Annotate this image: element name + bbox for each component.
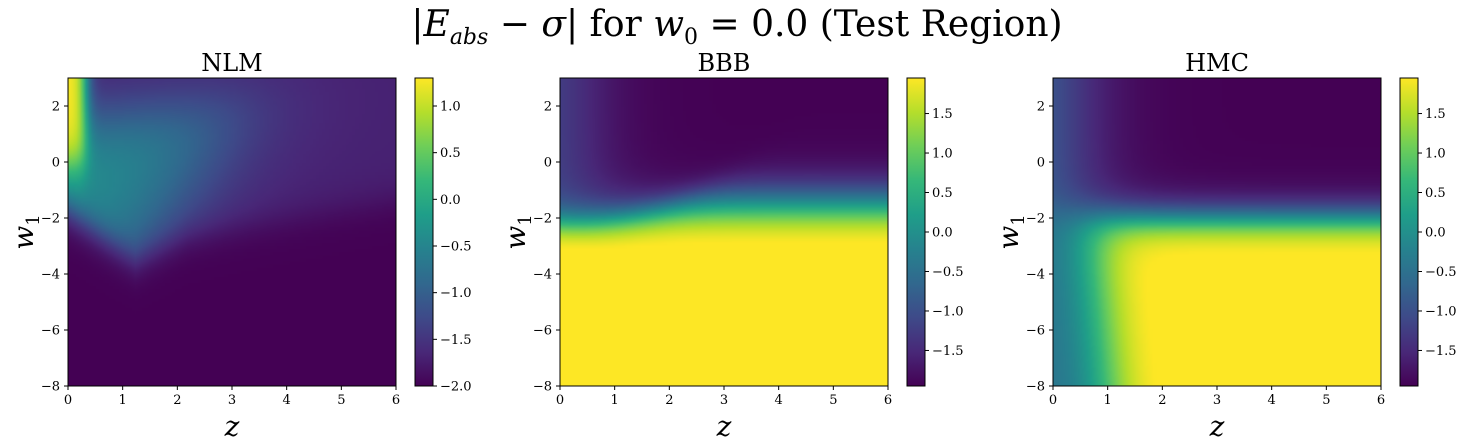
title-abs-open: |: [411, 4, 424, 45]
colorbar: [414, 77, 434, 387]
y-axis-label-sub: 1: [515, 214, 536, 225]
title-sigma: σ: [541, 4, 566, 45]
y-tick-label: −2: [1026, 212, 1045, 227]
heatmap-image: [1053, 78, 1381, 386]
y-axis-label-sub: 1: [1008, 214, 1029, 225]
y-tick-label: −8: [533, 380, 552, 395]
x-tick-label: 3: [228, 393, 236, 408]
x-tick-label: 4: [775, 393, 783, 408]
x-tick-label: 4: [1268, 393, 1276, 408]
x-tick-label: 6: [884, 393, 892, 408]
colorbar-tick-label: 1.0: [932, 147, 953, 162]
y-axis-label: w1: [7, 214, 44, 249]
title-eq: = 0.0 (Test Region): [698, 4, 1063, 45]
colorbar-tick-label: −2.0: [440, 380, 472, 395]
y-tick-label: −4: [533, 268, 552, 283]
title-abs-close: |: [565, 4, 579, 45]
y-tick-label: 2: [544, 100, 552, 115]
y-tick-label: −8: [41, 380, 60, 395]
figure-title: |Eabs − σ| for w0 = 0.0 (Test Region): [0, 2, 1464, 61]
y-axis-label-main: w: [499, 226, 532, 250]
heatmap-image: [68, 78, 396, 386]
colorbar-tick-label: −1.5: [440, 333, 472, 348]
title-e: E: [423, 4, 450, 45]
colorbar-tick-label: 1.0: [440, 100, 461, 115]
colorbar-tick-label: 0.0: [1425, 226, 1446, 241]
panel-title: HMC: [1185, 49, 1249, 77]
y-tick-label: 0: [1037, 156, 1045, 171]
x-tick-label: 4: [283, 393, 291, 408]
y-axis-label-main: w: [992, 226, 1025, 250]
x-tick-label: 1: [119, 393, 127, 408]
colorbar-tick-label: −1.5: [1425, 344, 1457, 359]
x-tick-label: 1: [611, 393, 619, 408]
colorbar-tick-label: 0.0: [932, 226, 953, 241]
colorbar-tick-label: 1.0: [1425, 147, 1446, 162]
y-axis-label-main: w: [7, 226, 40, 250]
x-axis-label: z: [224, 410, 240, 443]
colorbar-tick-label: 0.5: [1425, 186, 1446, 201]
title-minus: −: [488, 4, 542, 45]
x-tick-label: 5: [829, 393, 837, 408]
colorbar-tick-label: −0.5: [440, 240, 472, 255]
x-tick-label: 2: [665, 393, 673, 408]
x-tick-label: 5: [1322, 393, 1330, 408]
colorbar-tick-label: 0.5: [932, 186, 953, 201]
y-tick-label: −2: [41, 212, 60, 227]
y-tick-label: 0: [52, 156, 60, 171]
y-axis-label-sub: 1: [23, 214, 44, 225]
x-tick-label: 2: [1158, 393, 1166, 408]
title-for: for: [578, 4, 654, 45]
x-axis-label: z: [1209, 410, 1225, 443]
heatmap-image: [560, 78, 888, 386]
title-e-sub: abs: [449, 25, 489, 51]
panel-title: BBB: [698, 49, 751, 77]
y-axis-label: w1: [992, 214, 1029, 249]
x-axis-label: z: [716, 410, 732, 443]
y-tick-label: −8: [1026, 380, 1045, 395]
x-tick-label: 5: [337, 393, 345, 408]
panel-title: NLM: [201, 49, 263, 77]
x-tick-label: 0: [64, 393, 72, 408]
y-tick-label: 2: [1037, 100, 1045, 115]
colorbar-tick-label: −0.5: [932, 265, 964, 280]
y-tick-label: −4: [41, 268, 60, 283]
colorbar-tick-label: −1.0: [1425, 304, 1457, 319]
colorbar-tick-label: 0.0: [440, 193, 461, 208]
x-tick-label: 1: [1104, 393, 1112, 408]
x-tick-label: 6: [1377, 393, 1385, 408]
y-tick-label: 2: [52, 100, 60, 115]
y-tick-label: 0: [544, 156, 552, 171]
y-tick-label: −2: [533, 212, 552, 227]
colorbar-tick-label: 1.5: [932, 107, 953, 122]
x-tick-label: 3: [1213, 393, 1221, 408]
colorbar-tick-label: −1.0: [932, 304, 964, 319]
colorbar: [1399, 77, 1419, 387]
colorbar-tick-label: −1.5: [932, 344, 964, 359]
x-tick-label: 3: [720, 393, 728, 408]
y-tick-label: −4: [1026, 268, 1045, 283]
title-w-sub: 0: [684, 25, 699, 51]
colorbar-tick-label: 0.5: [440, 146, 461, 161]
y-axis-label: w1: [499, 214, 536, 249]
x-tick-label: 0: [556, 393, 564, 408]
x-tick-label: 2: [173, 393, 181, 408]
colorbar-tick-label: 1.5: [1425, 107, 1446, 122]
colorbar: [906, 77, 926, 387]
x-tick-label: 0: [1049, 393, 1057, 408]
x-tick-label: 6: [392, 393, 400, 408]
y-tick-label: −6: [41, 324, 60, 339]
colorbar-tick-label: −1.0: [440, 286, 472, 301]
y-tick-label: −6: [533, 324, 552, 339]
title-w: w: [653, 4, 685, 45]
y-tick-label: −6: [1026, 324, 1045, 339]
colorbar-tick-label: −0.5: [1425, 265, 1457, 280]
